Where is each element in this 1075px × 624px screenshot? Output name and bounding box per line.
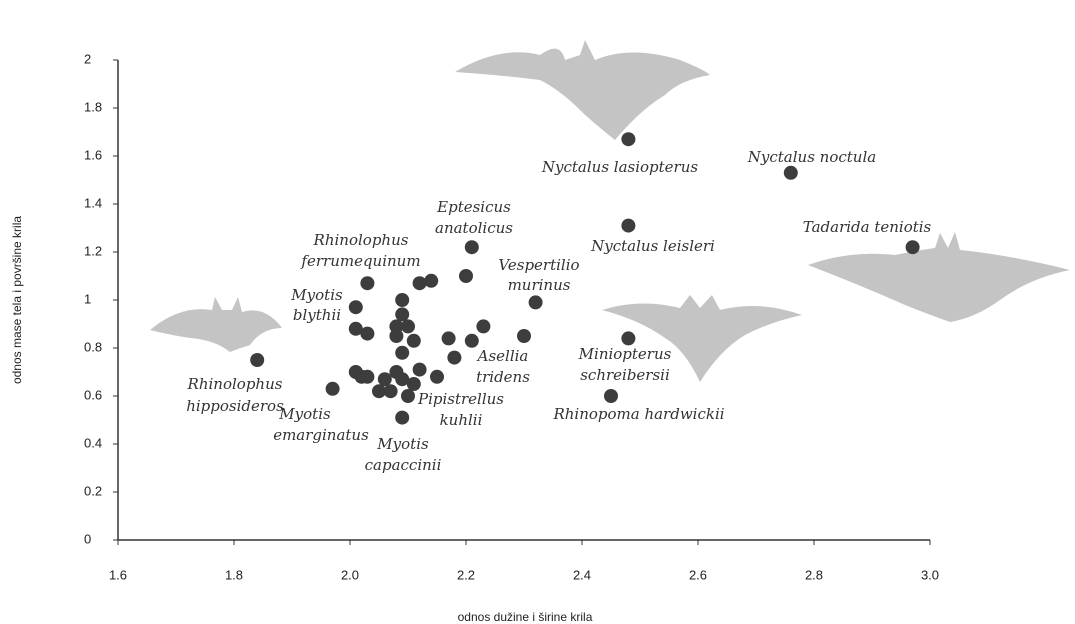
point: [447, 350, 462, 365]
point: [348, 321, 363, 336]
point: [412, 276, 427, 291]
point: [360, 369, 375, 384]
species-label: blythii: [293, 306, 341, 324]
x-tick-label: 2.2: [457, 567, 475, 582]
x-tick-label: 2.0: [341, 567, 359, 582]
y-tick-label: 0.4: [84, 435, 102, 450]
species-label: schreibersii: [580, 366, 670, 384]
x-tick-label: 2.6: [689, 567, 707, 582]
point: [459, 269, 473, 283]
species-label: murinus: [508, 276, 571, 294]
point: [348, 300, 363, 315]
bat-silhouette: [455, 40, 710, 140]
y-axis-title: odnos mase tela i površine krila: [10, 216, 24, 384]
point: [783, 165, 798, 180]
point: [395, 307, 410, 322]
y-tick-label: 1.4: [84, 195, 102, 210]
point: [372, 384, 386, 399]
x-tick-label: 1.6: [109, 567, 127, 582]
point: [389, 329, 404, 343]
species-label: capaccinii: [365, 456, 442, 474]
point: [621, 218, 636, 233]
y-tick-label: 1.6: [84, 147, 102, 162]
point: [528, 295, 543, 310]
point: [406, 333, 421, 348]
point: [250, 353, 265, 367]
species-label: anatolicus: [435, 219, 513, 237]
species-label: Asellia: [476, 347, 529, 365]
species-label: kuhlii: [440, 411, 483, 429]
species-label: hipposideros: [186, 397, 284, 415]
point: [395, 372, 410, 387]
point: [517, 329, 531, 343]
x-tick-label: 2.8: [805, 567, 823, 582]
point: [360, 326, 375, 341]
species-label: Pipistrellus: [417, 390, 504, 408]
point: [360, 276, 375, 291]
species-label: Rhinolophus: [313, 231, 409, 249]
y-tick-label: 1: [84, 291, 91, 306]
bat-silhouettes: [150, 40, 1070, 382]
point: [395, 293, 410, 307]
point: [430, 369, 444, 384]
species-label: Nyctalus lasiopterus: [541, 158, 698, 176]
species-label: Eptesicus: [436, 198, 511, 216]
point: [395, 345, 410, 360]
point: [395, 410, 410, 425]
point: [905, 240, 920, 255]
x-tick-label: 3.0: [921, 567, 939, 582]
point: [325, 381, 340, 396]
y-tick-label: 0.2: [84, 483, 102, 498]
point: [476, 319, 491, 334]
species-label: Nyctalus leisleri: [590, 237, 715, 255]
bat-silhouette: [602, 295, 802, 382]
point: [389, 319, 404, 334]
point: [424, 273, 439, 288]
point: [401, 389, 415, 403]
species-label: Rhinolophus: [187, 375, 283, 393]
species-label: Miniopterus: [578, 345, 672, 363]
species-label: emarginatus: [273, 426, 369, 444]
point: [406, 377, 421, 391]
species-label: Tadarida teniotis: [803, 218, 932, 236]
species-label: tridens: [476, 368, 530, 386]
species-label: Nyctalus noctula: [747, 148, 876, 166]
y-tick-label: 0.8: [84, 339, 102, 354]
species-label: Rhinopoma hardwickii: [552, 405, 724, 423]
y-tick-label: 1.2: [84, 243, 102, 258]
species-label: ferrumequinum: [300, 252, 420, 270]
point: [441, 331, 456, 346]
x-tick-label: 1.8: [225, 567, 243, 582]
y-tick-label: 1.8: [84, 99, 102, 114]
species-label: Vespertilio: [498, 256, 579, 274]
bat-silhouette: [150, 297, 282, 352]
point: [464, 333, 479, 348]
y-tick-label: 0: [84, 531, 91, 546]
point: [377, 372, 392, 387]
x-tick-label: 2.4: [573, 567, 591, 582]
y-tick-label: 0.6: [84, 387, 102, 402]
y-tick-label: 2: [84, 51, 91, 66]
point: [621, 132, 636, 147]
x-axis-title: odnos dužine i širine krila: [458, 610, 593, 624]
point: [464, 240, 479, 255]
point: [604, 389, 618, 403]
bat-silhouette: [808, 232, 1070, 322]
species-label: Myotis: [290, 286, 343, 304]
species-label: Myotis: [376, 435, 429, 453]
point: [621, 331, 636, 346]
point: [383, 384, 398, 399]
point: [401, 319, 415, 334]
species-label: Myotis: [278, 405, 331, 423]
point: [412, 362, 427, 377]
